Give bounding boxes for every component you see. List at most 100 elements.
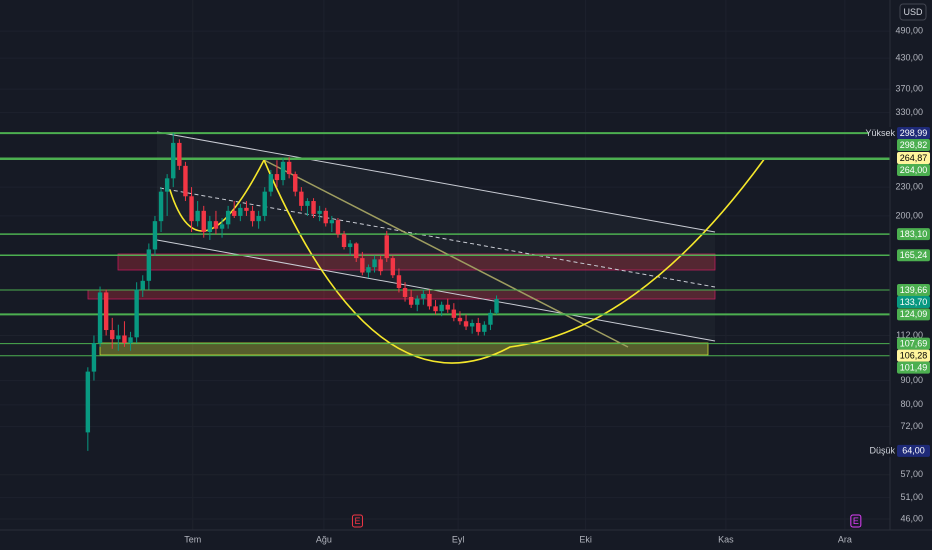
candle-body [286, 161, 292, 175]
candle-body [469, 322, 475, 327]
support-zone [99, 342, 709, 356]
candle-body [85, 371, 91, 433]
level-label-box [897, 283, 930, 296]
y-tick-label: 80,00 [900, 399, 923, 409]
extreme-label-box [897, 444, 930, 457]
grid [0, 0, 890, 530]
level-label-box [897, 295, 930, 308]
level-label: 107,69 [900, 338, 928, 348]
y-tick-label: 200,00 [895, 210, 923, 220]
level-label-box [897, 139, 930, 152]
candle-body [341, 234, 347, 248]
candle-body [311, 201, 316, 214]
currency: USD [903, 7, 923, 17]
candle-body [293, 174, 298, 192]
candle-body [177, 142, 182, 166]
candle-body [128, 337, 133, 343]
y-tick-label: 90,00 [900, 375, 923, 385]
level-label-box [897, 152, 930, 165]
candle-body [482, 324, 487, 332]
candle-body [439, 304, 444, 312]
y-tick-label: 430,00 [895, 52, 923, 62]
candle-body [463, 321, 469, 327]
candle-body [457, 317, 463, 322]
candle-body [171, 142, 176, 179]
resistance-zone [117, 253, 716, 271]
candle-body [488, 312, 493, 325]
candle-body [195, 210, 200, 222]
candle-body [396, 275, 402, 289]
extreme-name: Düşük [869, 446, 895, 456]
candle-body [317, 210, 322, 214]
candle-body [360, 258, 365, 273]
x-tick-label: Eyl [452, 534, 465, 544]
level-label-box [897, 164, 930, 177]
candle-body [323, 210, 328, 224]
trend-line [263, 159, 629, 348]
candle-body [427, 293, 432, 307]
cup-curve [263, 157, 766, 364]
level-label: 264,00 [900, 165, 928, 175]
earnings-marker: E [354, 516, 360, 526]
candle-body [152, 221, 158, 250]
candle-body [262, 191, 267, 216]
x-tick-label: Eki [579, 534, 592, 544]
level-label-box [897, 308, 930, 321]
candle-body [415, 298, 420, 305]
candle-body [268, 174, 274, 192]
earnings-marker-box [351, 514, 363, 528]
candle-body [232, 210, 237, 216]
level-label: 298,82 [900, 140, 928, 150]
y-tick-label: 51,00 [900, 492, 923, 502]
trend-line [156, 131, 716, 233]
level-label: 106,28 [900, 350, 928, 360]
earnings-marker-box [850, 514, 862, 528]
candle-body [408, 296, 414, 305]
level-label: 183,10 [900, 229, 928, 239]
candle-body [299, 191, 304, 206]
extreme-name-box [869, 444, 897, 457]
candle-body [91, 342, 97, 372]
candle-body [494, 298, 499, 313]
y-tick-label: 370,00 [895, 83, 923, 93]
candle-body [305, 201, 310, 206]
candle-body [164, 178, 170, 192]
candles [85, 133, 499, 451]
candle-body [451, 309, 457, 318]
axis-labels: 490,00 430,00 370,00 330,00 230,00 200,00 112,… [184, 26, 930, 544]
candle-body [372, 259, 377, 268]
y-tick-label: 112,00 [896, 330, 923, 340]
x-tick-label: Tem [184, 534, 201, 544]
level-label-box [897, 361, 930, 374]
candle-body [445, 304, 450, 310]
candle-body [244, 207, 249, 211]
candle-body [122, 335, 127, 343]
extreme-name-box [869, 127, 897, 140]
candle-body [354, 243, 359, 259]
extreme-label: 298,99 [900, 128, 928, 138]
x-tick-label: Ağu [316, 534, 332, 544]
level-label-box [897, 249, 930, 262]
candle-body [219, 224, 225, 229]
candle-body [329, 220, 335, 224]
candle-body [476, 322, 481, 332]
candle-body [384, 235, 389, 259]
extreme-name: Yüksek [865, 128, 895, 138]
y-tick-label: 230,00 [895, 181, 923, 191]
candle-body [274, 174, 280, 181]
extreme-label-box [897, 127, 930, 140]
candle-body [238, 207, 243, 216]
candle-body [347, 243, 353, 248]
candle-body [134, 289, 139, 338]
y-tick-label: 490,00 [895, 26, 923, 36]
level-label: 124,09 [900, 309, 928, 319]
level-label: 165,24 [900, 250, 928, 260]
x-tick-label: Ara [838, 534, 852, 544]
candle-body [390, 258, 396, 276]
candle-body [158, 191, 164, 222]
candle-body [97, 292, 103, 343]
candle-body [366, 267, 371, 273]
candle-body [201, 210, 206, 233]
candle-body [280, 161, 286, 181]
